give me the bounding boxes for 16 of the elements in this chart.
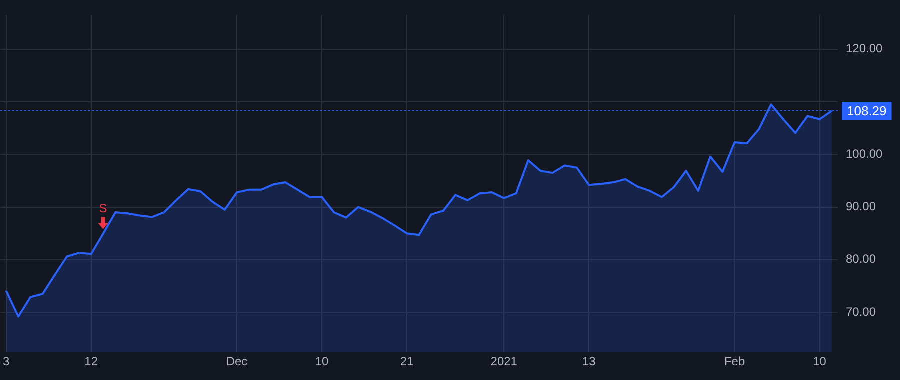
x-tick-label: Dec: [226, 354, 248, 369]
y-tick-label: 70.00: [846, 304, 876, 319]
ref-line-label: 108.29: [847, 104, 887, 119]
x-tick-label: 10: [315, 354, 329, 369]
annotation: S: [99, 202, 108, 216]
x-tick-label: 21: [400, 354, 414, 369]
x-tick-label: 13: [582, 354, 596, 369]
x-tick-label: Feb: [724, 354, 746, 369]
y-tick-label: 100.00: [846, 146, 884, 161]
y-tick-label: 90.00: [846, 200, 876, 214]
y-tick-label: 120.00: [846, 42, 884, 56]
x-tick-label: 10: [813, 354, 827, 369]
x-tick-label: 3: [2, 354, 10, 369]
y-tick-label: 80.00: [846, 252, 876, 266]
x-tick-label: 12: [84, 354, 98, 369]
x-tick-label: 2021: [490, 354, 518, 369]
